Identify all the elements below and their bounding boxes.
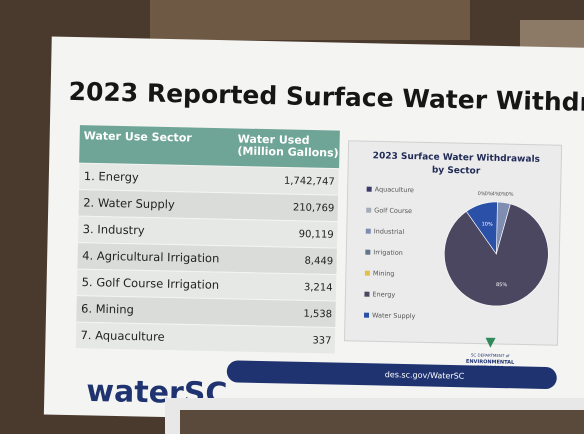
table-cell: 210,769 bbox=[293, 202, 335, 214]
agency-name: ENVIRONMENTAL bbox=[466, 359, 515, 366]
table-cell: 3,214 bbox=[304, 282, 333, 294]
pie-label: 0% bbox=[478, 191, 486, 197]
legend-label: Industrial bbox=[374, 227, 405, 236]
legend-swatch bbox=[365, 249, 371, 255]
legend-label: Water Supply bbox=[372, 311, 416, 320]
poster: 2023 Reported Surface Water Withdrawals … bbox=[43, 36, 584, 426]
table-header-bg bbox=[79, 125, 340, 169]
legend-swatch bbox=[365, 228, 371, 234]
legend-swatch bbox=[363, 312, 370, 318]
table-cell: 1,742,747 bbox=[284, 176, 335, 188]
legend-swatch bbox=[364, 291, 370, 297]
pie-label: 0% bbox=[485, 191, 493, 197]
legend-label: Mining bbox=[373, 269, 395, 277]
table-cell: 3. Industry bbox=[83, 222, 145, 237]
table-cell: 90,119 bbox=[299, 229, 334, 241]
pie-slice bbox=[465, 201, 498, 255]
legend-swatch bbox=[364, 270, 370, 276]
table-cell: 7. Aquaculture bbox=[80, 328, 164, 344]
chart-title: 2023 Surface Water Withdrawalsby Sector bbox=[372, 151, 540, 177]
wall bbox=[150, 0, 470, 40]
table-cell: 6. Mining bbox=[81, 301, 134, 316]
table-cell: 1. Energy bbox=[84, 169, 139, 184]
agency-name: SERVICES bbox=[476, 365, 504, 372]
pie-label: 0% bbox=[499, 191, 507, 197]
agency-name: SC DEPARTMENT of bbox=[471, 352, 510, 358]
pie-label: 4% bbox=[492, 191, 500, 197]
legend-label: Aquaculture bbox=[375, 185, 414, 194]
table-header: Water Use Sector bbox=[84, 129, 193, 144]
legend-label: Irrigation bbox=[373, 248, 403, 257]
legend-label: Energy bbox=[372, 290, 395, 298]
table-row-bg bbox=[74, 321, 337, 355]
pie-label: 85% bbox=[496, 282, 507, 288]
table-cell: 2. Water Supply bbox=[83, 196, 175, 212]
legend-label: Golf Course bbox=[374, 206, 412, 215]
pie-slice bbox=[444, 203, 549, 307]
table-cell: 5. Golf Course Irrigation bbox=[82, 275, 220, 292]
table-cell: 1,538 bbox=[303, 309, 332, 321]
table-header: Water Used(Million Gallons) bbox=[237, 132, 339, 159]
foreground-photo bbox=[180, 410, 584, 434]
table: Water Use Sector Water Used(Million Gallo… bbox=[74, 125, 340, 355]
pie-chart: 2023 Surface Water Withdrawalsby Sector 0… bbox=[363, 151, 549, 320]
table-cell: 337 bbox=[312, 335, 331, 346]
pie-label: 10% bbox=[482, 221, 493, 227]
legend-swatch bbox=[366, 207, 372, 213]
footer-url: des.sc.gov/WaterSC bbox=[385, 370, 465, 381]
footer-banner bbox=[226, 360, 557, 389]
legend-swatch bbox=[366, 186, 372, 192]
agency-emblem bbox=[485, 337, 496, 348]
table-cell: 8,449 bbox=[304, 256, 333, 268]
pie-label: 0% bbox=[506, 192, 514, 198]
table-cell: 4. Agricultural Irrigation bbox=[82, 248, 219, 265]
